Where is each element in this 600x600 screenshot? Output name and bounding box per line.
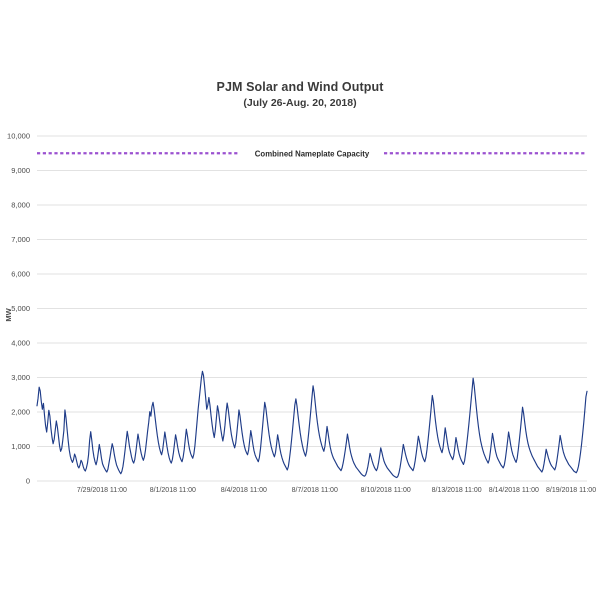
y-axis-tick-label: 8,000	[11, 201, 30, 210]
x-axis-tick-label: 8/19/2018 11:00	[546, 487, 596, 494]
x-axis-tick-label: 8/10/2018 11:00	[361, 487, 411, 494]
x-axis-tick-label: 7/29/2018 11:00	[77, 487, 127, 494]
x-axis-ticks: 7/29/2018 11:00 8/1/2018 11:00 8/4/2018 11…	[77, 487, 596, 494]
y-axis-tick-label: 10,000	[7, 132, 30, 141]
x-axis-tick-label: 8/13/2018 11:00	[432, 487, 482, 494]
y-axis-ticks: 10,000 9,000 8,000 7,000 6,000 5,000 4,000 3,00…	[7, 132, 30, 486]
chart-title-block: PJM Solar and Wind Output (July 26-Aug. …	[0, 80, 600, 110]
x-axis-tick-label: 8/4/2018 11:00	[221, 487, 267, 494]
y-axis-tick-label: 2,000	[11, 408, 30, 417]
chart-title: PJM Solar and Wind Output	[216, 80, 384, 94]
y-axis-tick-label: 4,000	[11, 339, 30, 348]
output-series-line	[36, 370, 588, 479]
y-axis-tick-label: 5,000	[11, 304, 30, 313]
x-axis-tick-label: 8/7/2018 11:00	[292, 487, 338, 494]
y-axis-tick-label: 7,000	[11, 235, 30, 244]
capacity-annotation: Combined Nameplate Capacity	[37, 149, 587, 158]
data-series-group	[36, 370, 588, 479]
y-axis-tick-label: 9,000	[11, 166, 30, 175]
capacity-annotation-label: Combined Nameplate Capacity	[255, 149, 370, 158]
chart-subtitle: (July 26-Aug. 20, 2018)	[243, 97, 357, 109]
y-axis-tick-label: 1,000	[11, 442, 30, 451]
y-axis-tick-label: 6,000	[11, 270, 30, 279]
gridlines-group	[37, 135, 587, 482]
x-axis-tick-label: 8/1/2018 11:00	[150, 487, 196, 494]
y-axis-title: MW	[4, 307, 13, 321]
y-axis-tick-label: 0	[26, 477, 30, 486]
x-axis-tick-label: 8/14/2018 11:00	[489, 487, 539, 494]
y-axis-tick-label: 3,000	[11, 373, 30, 382]
y-axis-label: MW	[4, 307, 13, 321]
